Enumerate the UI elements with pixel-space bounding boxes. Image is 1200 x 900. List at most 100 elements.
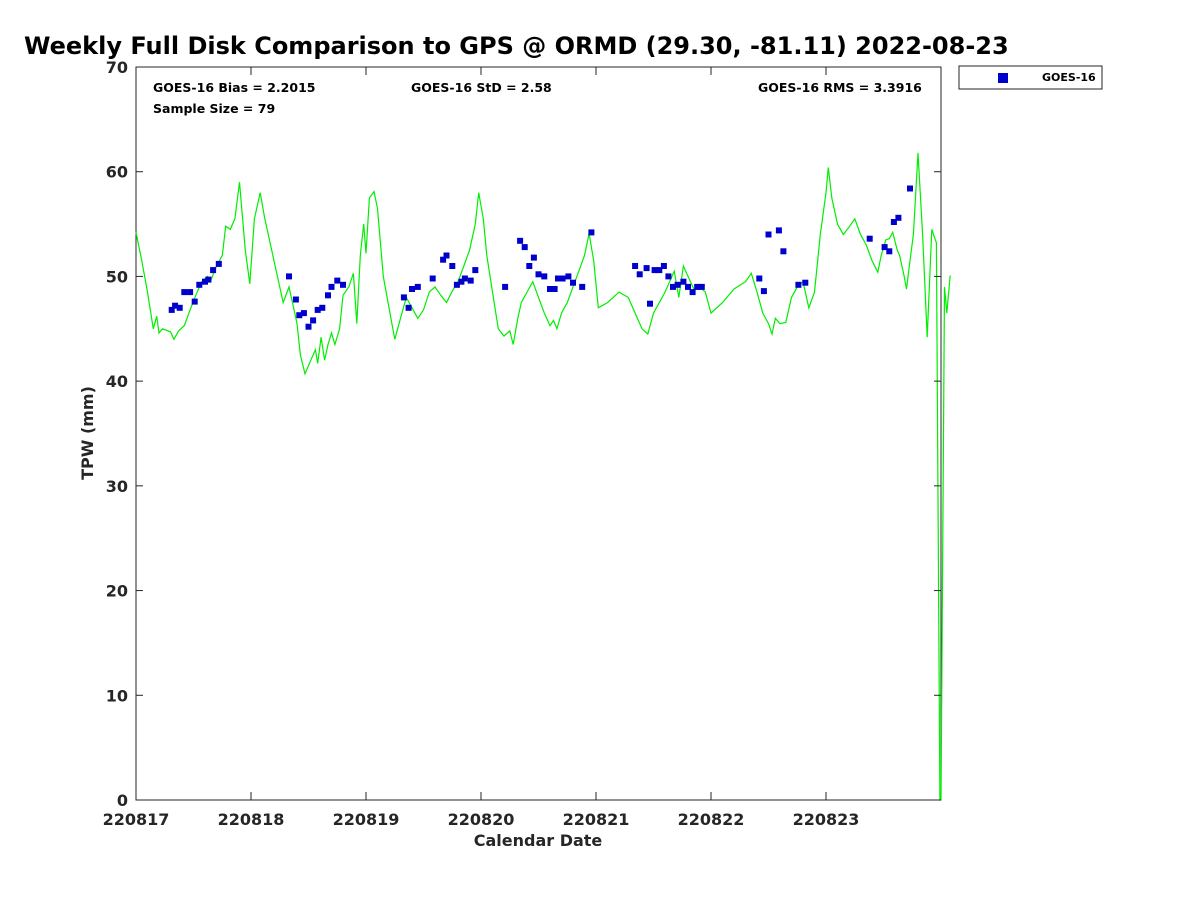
goes16-point <box>191 298 198 305</box>
goes16-point <box>305 323 312 330</box>
goes16-point <box>449 263 456 269</box>
x-tick-label: 220817 <box>103 810 170 829</box>
y-tick-label: 50 <box>106 267 128 286</box>
goes16-point <box>405 304 412 311</box>
goes16-point <box>551 286 558 292</box>
goes16-point <box>300 310 307 317</box>
goes16-point <box>530 254 537 261</box>
goes16-point <box>340 281 346 288</box>
goes16-point <box>409 286 415 292</box>
goes16-point <box>526 263 533 269</box>
goes16-point <box>689 289 696 296</box>
goes16-point <box>176 304 183 311</box>
goes16-point <box>181 289 188 296</box>
gps-series-line <box>135 152 951 801</box>
goes16-point <box>780 248 787 255</box>
goes16-point <box>565 273 572 280</box>
y-tick-label: 70 <box>106 58 128 77</box>
goes16-point <box>680 278 687 285</box>
goes16-point <box>319 304 326 311</box>
y-tick-label: 60 <box>106 163 128 182</box>
axes-frame <box>135 66 942 801</box>
goes16-point <box>579 283 586 290</box>
legend-box <box>958 65 1103 90</box>
goes16-point <box>881 244 888 251</box>
goes16-point <box>643 265 650 272</box>
y-axis-label: TPW (mm) <box>78 386 97 480</box>
x-tick-label: 220823 <box>793 810 860 829</box>
goes16-point <box>400 294 407 301</box>
x-tick-label: 220820 <box>448 810 515 829</box>
goes16-point <box>795 281 802 288</box>
goes16-point <box>310 317 317 324</box>
goes16-point <box>328 283 335 290</box>
goes16-point <box>670 283 676 290</box>
goes16-point <box>570 279 576 286</box>
goes16-point <box>588 229 595 236</box>
plot-area <box>135 66 942 801</box>
goes16-point <box>765 231 772 238</box>
goes16-point <box>674 281 681 288</box>
goes16-point <box>647 300 653 307</box>
goes16-point <box>458 278 465 285</box>
goes16-point <box>286 273 292 280</box>
x-tick-label: 220822 <box>678 810 745 829</box>
series-layer <box>135 152 951 801</box>
stat-bias: GOES-16 Bias = 2.2015 <box>153 80 315 95</box>
goes16-point <box>895 214 902 221</box>
goes16-point <box>517 237 524 244</box>
goes16-point <box>756 275 763 282</box>
stat-sample-size: Sample Size = 79 <box>153 101 275 116</box>
goes16-point <box>656 267 663 274</box>
goes16-point <box>541 273 548 280</box>
goes16-point <box>547 286 553 292</box>
legend-label-goes16: GOES-16 <box>1042 71 1096 84</box>
y-tick-label: 40 <box>106 372 128 391</box>
y-tick-label: 0 <box>117 791 128 810</box>
y-tick-label: 20 <box>106 582 128 601</box>
goes16-point <box>472 267 479 274</box>
goes16-point <box>453 281 460 288</box>
goes16-point <box>907 185 913 192</box>
goes16-point <box>334 277 341 284</box>
goes16-point <box>461 275 468 282</box>
goes16-point <box>685 283 691 290</box>
goes16-point <box>694 283 701 290</box>
goes16-point <box>886 248 893 255</box>
goes16-point <box>467 277 474 284</box>
goes16-point <box>325 292 331 299</box>
y-tick-label: 30 <box>106 477 128 496</box>
goes16-point <box>215 260 222 267</box>
stat-std: GOES-16 StD = 2.58 <box>411 80 552 95</box>
goes16-point <box>636 271 643 278</box>
goes16-point <box>521 244 528 251</box>
goes16-point <box>187 289 194 296</box>
goes16-point <box>196 281 203 288</box>
goes16-point <box>665 273 672 280</box>
y-tick-label: 10 <box>106 686 128 705</box>
goes16-point <box>651 267 658 274</box>
x-axis: 220817 220818 220819 220820 220821 220822 2208… <box>103 67 860 829</box>
goes16-point <box>414 283 421 290</box>
goes16-point <box>440 256 447 263</box>
goes16-point <box>172 302 179 309</box>
goes16-point <box>866 235 873 242</box>
goes16-point <box>660 263 667 269</box>
legend: GOES-16 <box>958 65 1103 90</box>
x-axis-label: Calendar Date <box>474 831 603 850</box>
goes16-point <box>890 219 897 225</box>
goes16-point <box>292 296 299 303</box>
goes16-point <box>502 283 509 290</box>
goes16-point <box>443 252 450 259</box>
goes16-point <box>205 276 212 283</box>
x-tick-label: 220819 <box>333 810 400 829</box>
goes16-point <box>210 267 217 274</box>
goes16-point <box>775 227 782 234</box>
goes16-point <box>429 275 436 282</box>
goes16-point <box>168 306 175 313</box>
x-tick-label: 220821 <box>563 810 630 829</box>
chart-title: Weekly Full Disk Comparison to GPS @ ORM… <box>24 32 1009 60</box>
goes16-point <box>314 306 321 313</box>
stat-rms: GOES-16 RMS = 3.3916 <box>758 80 922 95</box>
